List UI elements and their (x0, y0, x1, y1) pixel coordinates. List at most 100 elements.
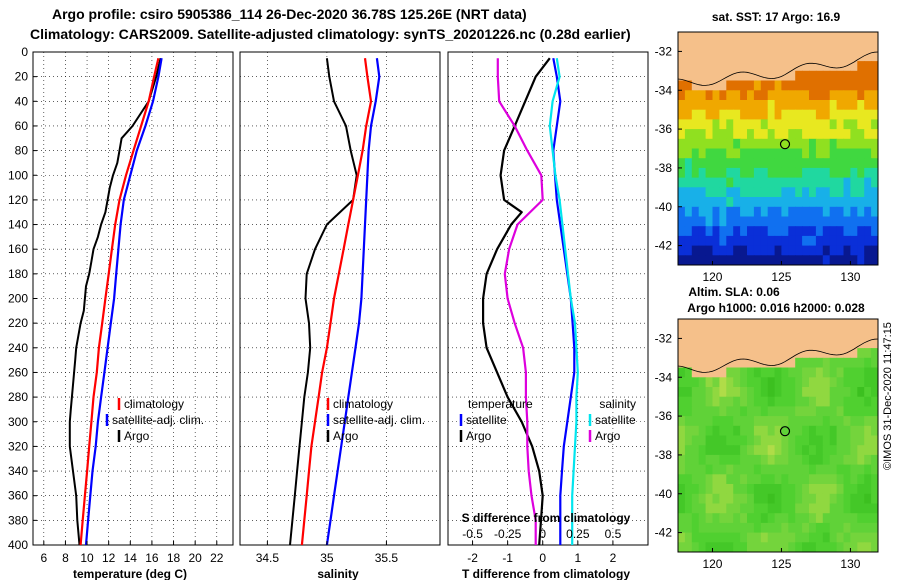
map-cell (747, 197, 755, 208)
map-cell (705, 129, 714, 140)
map-cell (740, 513, 748, 524)
map-cell (850, 206, 858, 218)
map-cell (726, 80, 734, 91)
map-cell (857, 41, 865, 52)
map-cell (829, 197, 838, 208)
map-cell (802, 367, 810, 378)
map-cell (822, 235, 831, 247)
map-cell (829, 464, 838, 475)
map-cell (781, 406, 789, 417)
map-cell (774, 197, 783, 208)
map-cell (747, 396, 755, 407)
map-cell (767, 226, 776, 237)
map-cell (733, 503, 741, 514)
map-cell (719, 542, 727, 552)
map-cell (678, 396, 686, 407)
map-cell (740, 319, 748, 330)
map-cell (815, 406, 824, 417)
map-cell (705, 235, 714, 247)
map-cell (760, 187, 769, 198)
map-cell (788, 119, 796, 130)
map-cell (733, 32, 741, 43)
series-line-satellite-adj-clim- (325, 58, 381, 545)
map-cell (822, 328, 831, 339)
map-cell (774, 474, 783, 485)
map-cell (829, 474, 838, 485)
map-cell (767, 129, 776, 140)
map-cell (829, 80, 838, 91)
map-cell (705, 377, 714, 388)
map-cell (864, 387, 872, 398)
map-cell (815, 435, 824, 446)
map-cell (719, 80, 727, 91)
series-line-climatology (300, 58, 373, 545)
map-cell (767, 493, 776, 505)
map-cell (871, 542, 878, 552)
map-cell (836, 255, 845, 265)
map-cell (740, 493, 748, 505)
map-cell (774, 216, 783, 227)
map-cell (726, 319, 734, 330)
map-cell (719, 503, 727, 514)
map-cell (864, 454, 872, 466)
map-cell (740, 255, 748, 265)
map-cell (836, 158, 845, 169)
map-cell (864, 532, 872, 543)
map-cell (843, 484, 851, 495)
map-cell (774, 542, 783, 552)
map-cell (843, 158, 851, 169)
map-cell (871, 167, 878, 179)
map-cell (850, 226, 858, 237)
map-cell (760, 216, 769, 227)
map-cell (712, 255, 720, 265)
map-cell (753, 235, 762, 247)
map-cell (864, 503, 872, 514)
map-cell (829, 119, 838, 130)
y-tick-label: 160 (8, 242, 28, 256)
map-cell (767, 532, 776, 543)
map-cell (788, 80, 796, 91)
map-cell (781, 100, 789, 111)
map-cell (760, 235, 769, 247)
map-cell (698, 454, 707, 466)
map-cell (774, 177, 783, 188)
map-cell (678, 100, 686, 111)
map-cell (698, 319, 707, 330)
map-cell (864, 138, 872, 150)
map-cell (781, 396, 789, 407)
map-cell (740, 80, 748, 91)
map-cell (678, 138, 686, 150)
map-cell (698, 493, 707, 505)
map-cell (836, 109, 845, 120)
map-cell (829, 513, 838, 524)
lon-tick-label: 130 (840, 557, 860, 571)
map-cell (809, 216, 817, 227)
map-cell (809, 187, 817, 198)
map-cell (815, 148, 824, 159)
map-cell (753, 51, 762, 62)
map-cell (753, 216, 762, 227)
map-cell (809, 348, 817, 359)
map-cell (719, 377, 727, 388)
map-cell (712, 70, 720, 82)
map-cell (719, 51, 727, 62)
map-cell (747, 167, 755, 179)
map-cell (747, 100, 755, 111)
map-cell (802, 338, 810, 349)
map-cell (719, 357, 727, 369)
map-cell (871, 187, 878, 198)
map-cell (753, 138, 762, 150)
map-cell (809, 464, 817, 475)
map-cell (836, 206, 845, 218)
map-cell (843, 454, 851, 466)
map-cell (678, 80, 686, 91)
map-cell (691, 100, 700, 111)
map-cell (836, 503, 845, 514)
map-cell (788, 41, 796, 52)
map-cell (850, 416, 858, 427)
map-cell (809, 357, 817, 369)
map-cell (857, 138, 865, 150)
map-cell (733, 119, 741, 130)
map-cell (678, 406, 686, 417)
map-cell (822, 319, 831, 330)
